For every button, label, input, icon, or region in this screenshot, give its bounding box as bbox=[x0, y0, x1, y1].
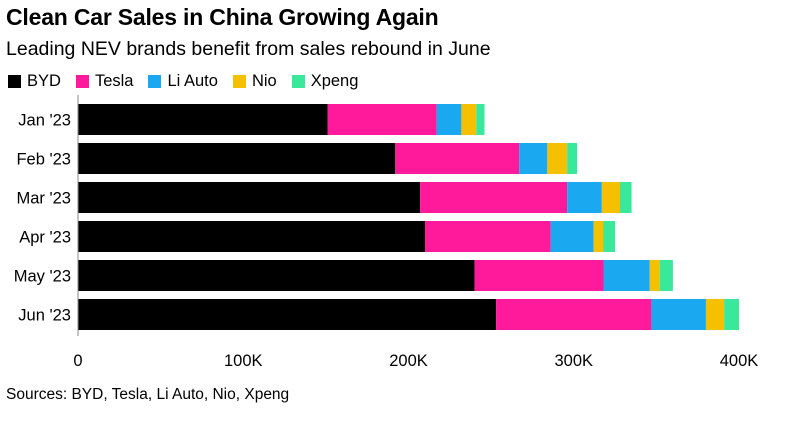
bar-segment-nio bbox=[601, 182, 621, 213]
legend-item: Nio bbox=[232, 72, 277, 91]
legend-label: Nio bbox=[251, 72, 277, 90]
bar-segment-tesla bbox=[496, 299, 652, 330]
legend-label: BYD bbox=[27, 72, 61, 90]
legend-item: BYD bbox=[8, 72, 61, 91]
bar-segment-xpeng bbox=[567, 143, 578, 174]
chart-subtitle: Leading NEV brands benefit from sales re… bbox=[6, 38, 491, 60]
bar-segment-xpeng bbox=[620, 182, 632, 213]
category-label: Jan '23 bbox=[18, 112, 71, 130]
bar-segment-nio bbox=[461, 104, 477, 135]
category-label: Feb '23 bbox=[16, 151, 71, 169]
legend-swatch bbox=[232, 75, 246, 88]
legend-swatch bbox=[291, 75, 305, 88]
bar-segment-xpeng bbox=[659, 260, 673, 291]
bar-segment-li-auto bbox=[567, 182, 602, 213]
x-tick-label: 300K bbox=[554, 352, 593, 370]
x-tick-label: 400K bbox=[720, 352, 759, 370]
legend-item: Li Auto bbox=[148, 72, 218, 91]
x-tick-label: 100K bbox=[224, 352, 263, 370]
bar-segment-nio bbox=[705, 299, 725, 330]
bar-segment-tesla bbox=[474, 260, 604, 291]
category-label: Apr '23 bbox=[19, 229, 71, 247]
x-tick-label: 200K bbox=[389, 352, 428, 370]
legend-label: Tesla bbox=[94, 72, 134, 90]
bar-segment-tesla bbox=[420, 182, 568, 213]
bar-segment-xpeng bbox=[476, 104, 485, 135]
legend-swatch bbox=[8, 75, 21, 88]
source-note: Sources: BYD, Tesla, Li Auto, Nio, Xpeng bbox=[6, 386, 290, 403]
bar-segment-byd bbox=[78, 299, 497, 330]
bar-segment-tesla bbox=[425, 221, 551, 252]
category-label: Mar '23 bbox=[16, 190, 71, 208]
bar-segment-li-auto bbox=[436, 104, 462, 135]
bar-segment-xpeng bbox=[724, 299, 739, 330]
legend-label: Xpeng bbox=[310, 72, 359, 90]
legend-swatch bbox=[148, 75, 162, 88]
bar-segment-byd bbox=[78, 143, 396, 174]
legend-label: Li Auto bbox=[167, 72, 218, 90]
bar-segment-nio bbox=[593, 221, 604, 252]
chart-title: Clean Car Sales in China Growing Again bbox=[6, 4, 439, 30]
bar-segment-li-auto bbox=[550, 221, 594, 252]
bar-segment-nio bbox=[547, 143, 568, 174]
category-label: Jun '23 bbox=[18, 307, 71, 325]
bar-segment-nio bbox=[649, 260, 660, 291]
bar-segment-tesla bbox=[395, 143, 520, 174]
bar-segment-xpeng bbox=[603, 221, 616, 252]
bar-segment-byd bbox=[78, 260, 475, 291]
bar-segment-tesla bbox=[327, 104, 437, 135]
category-label: May '23 bbox=[14, 268, 71, 286]
chart-legend: BYD Tesla Li Auto Nio Xpeng bbox=[8, 72, 373, 91]
legend-item: Xpeng bbox=[291, 72, 359, 91]
bar-segment-byd bbox=[78, 221, 426, 252]
x-tick-label: 0 bbox=[73, 352, 82, 370]
bar-segment-li-auto bbox=[603, 260, 650, 291]
bar-segment-li-auto bbox=[519, 143, 548, 174]
bar-segment-li-auto bbox=[651, 299, 706, 330]
bar-segment-byd bbox=[78, 104, 328, 135]
legend-item: Tesla bbox=[75, 72, 134, 91]
bar-segment-byd bbox=[78, 182, 421, 213]
legend-swatch bbox=[75, 75, 89, 88]
